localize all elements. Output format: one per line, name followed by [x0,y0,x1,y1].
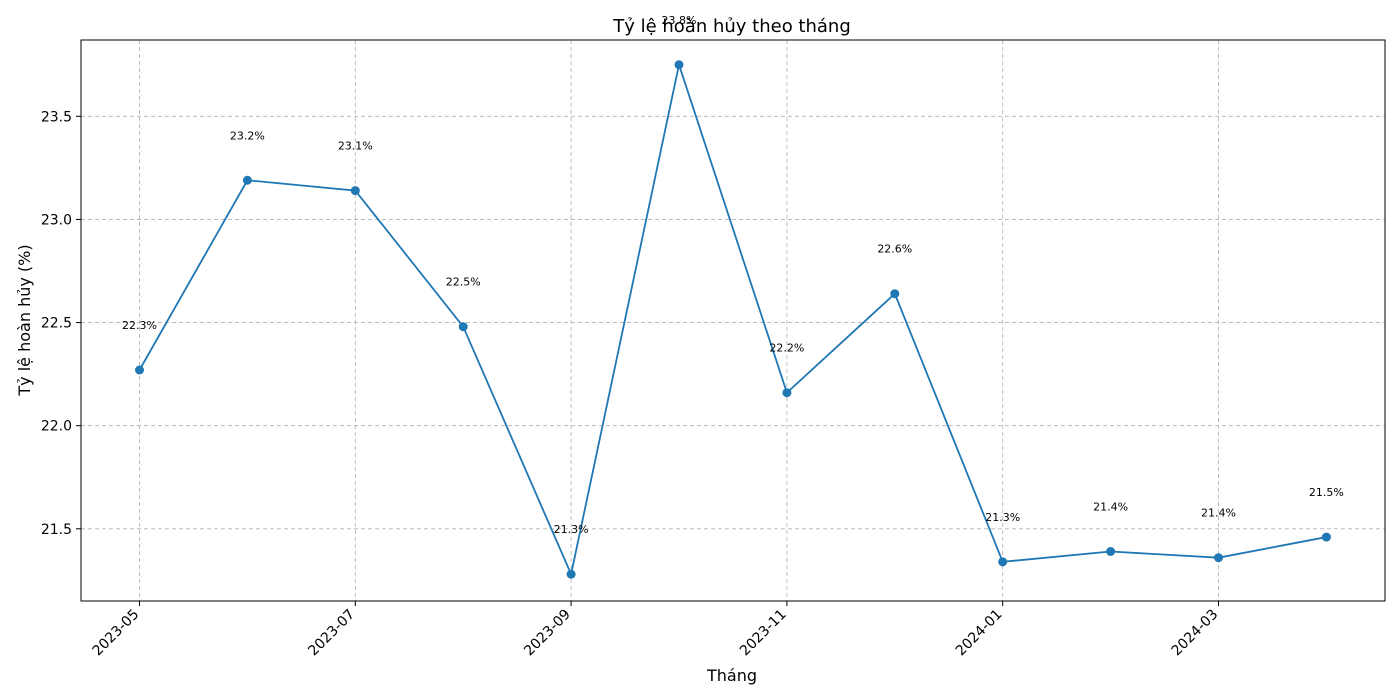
data-label: 21.4% [1201,507,1236,520]
y-tick-label: 22.5 [41,316,72,332]
y-tick-label: 23.5 [41,109,72,125]
grid [81,40,1385,601]
y-tick-label: 23.0 [41,212,72,228]
data-label: 21.3% [554,523,589,536]
data-point [1214,553,1223,563]
data-label: 21.4% [1093,501,1128,514]
y-tick-label: 22.0 [41,419,72,435]
x-tick-label: 2024-03 [1169,607,1222,660]
data-point [350,186,360,196]
data-point [782,388,792,398]
x-axis-ticks: 2023-05 2023-07 2023-09 2023-11 2024-01 2024-… [90,601,1222,660]
data-label: 21.3% [985,511,1020,524]
data-point [242,175,252,185]
data-label: 22.5% [446,276,481,289]
x-tick-label: 2023-07 [305,607,358,660]
data-label: 22.2% [769,342,804,355]
series-line-layer [138,61,1327,578]
y-axis-label: Tỷ lệ hoàn hủy (%) [15,244,34,396]
chart-title: Tỷ lệ hoàn hủy theo tháng [612,16,851,37]
data-point [458,322,468,332]
plot-frame [80,39,1386,602]
data-point-layer [135,60,1331,579]
data-point [1321,532,1331,542]
x-tick-label: 2023-09 [521,607,574,660]
x-tick-label: 2023-11 [737,607,790,660]
x-axis-label: Tháng [706,666,757,685]
data-point [674,60,684,70]
data-point [1106,547,1116,556]
data-label-layer: 22.3% 23.2% 23.1% 22.5% 21.3% 23.8% 22.2% 22.6%… [122,14,1344,536]
x-tick-label: 2023-05 [90,607,143,660]
data-label: 23.2% [230,129,265,142]
data-label: 22.6% [877,243,912,256]
data-point [135,365,144,375]
x-tick-label: 2024-01 [953,607,1006,660]
series-line [138,61,1327,578]
data-point [566,569,576,579]
data-label: 23.8% [662,14,697,27]
data-label: 23.1% [338,140,373,153]
y-tick-label: 21.5 [41,522,72,538]
data-label: 21.5% [1309,486,1344,499]
y-axis-ticks: 21.5 22.0 22.5 23.0 23.5 [41,109,81,538]
data-point [998,557,1008,567]
data-label: 22.3% [122,319,157,332]
data-point [890,289,900,299]
